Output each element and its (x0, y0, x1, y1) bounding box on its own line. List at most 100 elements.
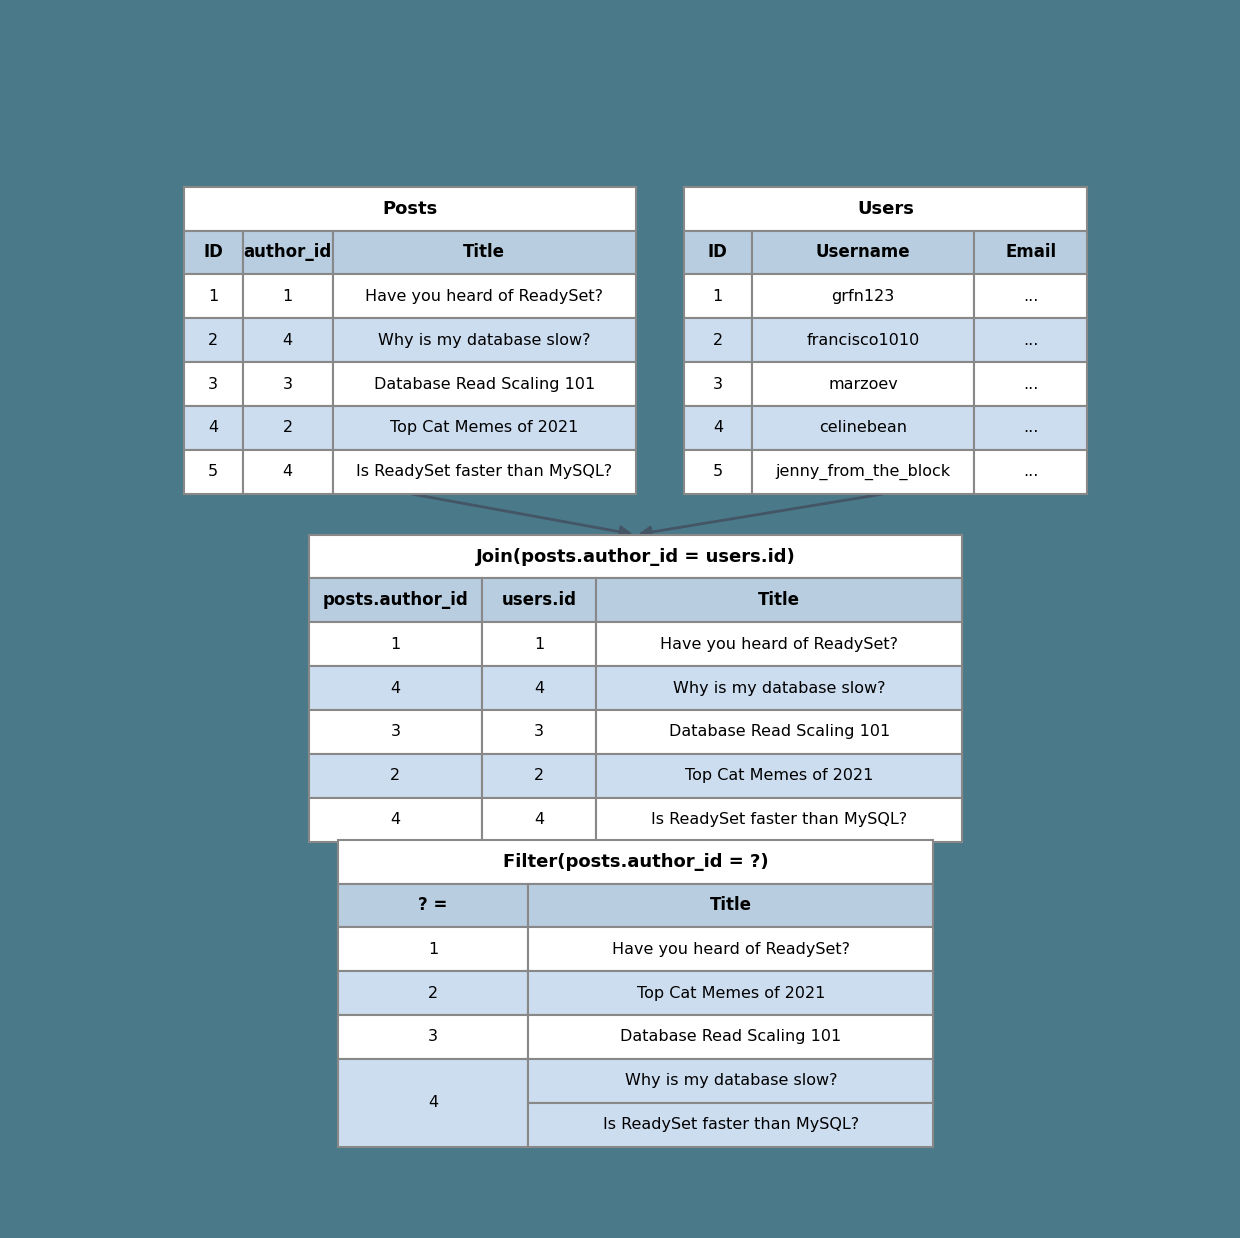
Bar (753, 230, 975, 275)
Bar (337, 927, 528, 972)
Text: celinebean: celinebean (820, 421, 908, 436)
Text: 2: 2 (391, 769, 401, 784)
Text: ID: ID (203, 244, 223, 261)
Text: 4: 4 (534, 681, 544, 696)
Text: Have you heard of ReadySet?: Have you heard of ReadySet? (366, 288, 603, 303)
Text: 1: 1 (283, 288, 293, 303)
Bar (482, 623, 596, 666)
Text: 3: 3 (283, 376, 293, 391)
Text: 3: 3 (208, 376, 218, 391)
Text: Top Cat Memes of 2021: Top Cat Memes of 2021 (684, 769, 873, 784)
Bar (528, 927, 934, 972)
Bar (683, 318, 753, 361)
Text: 4: 4 (713, 421, 723, 436)
Bar (596, 666, 962, 711)
Text: 2: 2 (283, 421, 293, 436)
Bar (683, 187, 1087, 230)
Text: ...: ... (1023, 333, 1038, 348)
Text: Why is my database slow?: Why is my database slow? (673, 681, 885, 696)
Text: 2: 2 (208, 333, 218, 348)
Bar (309, 797, 482, 842)
Bar (184, 187, 635, 230)
Text: Is ReadySet faster than MySQL?: Is ReadySet faster than MySQL? (356, 464, 613, 479)
Text: jenny_from_the_block: jenny_from_the_block (775, 463, 951, 480)
Bar (337, 1015, 528, 1058)
Text: 3: 3 (534, 724, 544, 739)
Text: 5: 5 (713, 464, 723, 479)
Text: Users: Users (857, 199, 914, 218)
Bar (337, 884, 528, 927)
Text: 3: 3 (713, 376, 723, 391)
Bar (309, 623, 482, 666)
Bar (332, 275, 635, 318)
Text: Database Read Scaling 101: Database Read Scaling 101 (620, 1030, 842, 1045)
Bar (683, 230, 753, 275)
Bar (184, 449, 243, 494)
Bar (332, 406, 635, 449)
Bar (753, 318, 975, 361)
Text: 4: 4 (208, 421, 218, 436)
Text: Posts: Posts (382, 199, 438, 218)
Bar (528, 1103, 934, 1146)
Bar (482, 666, 596, 711)
Bar (332, 230, 635, 275)
Bar (975, 318, 1087, 361)
Text: 1: 1 (208, 288, 218, 303)
Bar (309, 754, 482, 797)
Text: Is ReadySet faster than MySQL?: Is ReadySet faster than MySQL? (651, 812, 908, 827)
Bar (975, 361, 1087, 406)
Bar (596, 754, 962, 797)
Text: Database Read Scaling 101: Database Read Scaling 101 (373, 376, 595, 391)
Bar (337, 1058, 528, 1146)
Bar (332, 318, 635, 361)
Text: Join(posts.author_id = users.id): Join(posts.author_id = users.id) (476, 547, 795, 566)
Text: Database Read Scaling 101: Database Read Scaling 101 (668, 724, 890, 739)
Text: ? =: ? = (418, 896, 448, 915)
Bar (184, 406, 243, 449)
Bar (243, 449, 332, 494)
Text: marzoev: marzoev (828, 376, 898, 391)
Text: Top Cat Memes of 2021: Top Cat Memes of 2021 (636, 985, 825, 1000)
Bar (309, 578, 482, 623)
Text: 4: 4 (283, 464, 293, 479)
Text: 3: 3 (428, 1030, 438, 1045)
Bar (596, 623, 962, 666)
Bar (683, 275, 753, 318)
Bar (596, 711, 962, 754)
Text: Title: Title (759, 592, 800, 609)
Text: ...: ... (1023, 288, 1038, 303)
Text: Have you heard of ReadySet?: Have you heard of ReadySet? (611, 942, 849, 957)
Bar (975, 230, 1087, 275)
Bar (243, 318, 332, 361)
Text: Username: Username (816, 244, 910, 261)
Bar (482, 754, 596, 797)
Bar (683, 361, 753, 406)
Bar (753, 406, 975, 449)
Bar (975, 449, 1087, 494)
Bar (184, 275, 243, 318)
Bar (528, 1058, 934, 1103)
Bar (683, 449, 753, 494)
Text: Title: Title (464, 244, 505, 261)
Bar (975, 275, 1087, 318)
Text: grfn123: grfn123 (832, 288, 895, 303)
Bar (337, 839, 934, 884)
Text: Title: Title (709, 896, 751, 915)
Text: Why is my database slow?: Why is my database slow? (378, 333, 590, 348)
Text: 5: 5 (208, 464, 218, 479)
Text: 2: 2 (713, 333, 723, 348)
Bar (528, 884, 934, 927)
Text: ...: ... (1023, 464, 1038, 479)
Text: users.id: users.id (502, 592, 577, 609)
Text: 4: 4 (534, 812, 544, 827)
Text: Why is my database slow?: Why is my database slow? (625, 1073, 837, 1088)
Text: Email: Email (1006, 244, 1056, 261)
Bar (753, 361, 975, 406)
Bar (482, 578, 596, 623)
Bar (337, 972, 528, 1015)
Bar (243, 406, 332, 449)
Text: Is ReadySet faster than MySQL?: Is ReadySet faster than MySQL? (603, 1117, 859, 1133)
Bar (309, 711, 482, 754)
Text: posts.author_id: posts.author_id (322, 592, 469, 609)
Text: 1: 1 (391, 636, 401, 651)
